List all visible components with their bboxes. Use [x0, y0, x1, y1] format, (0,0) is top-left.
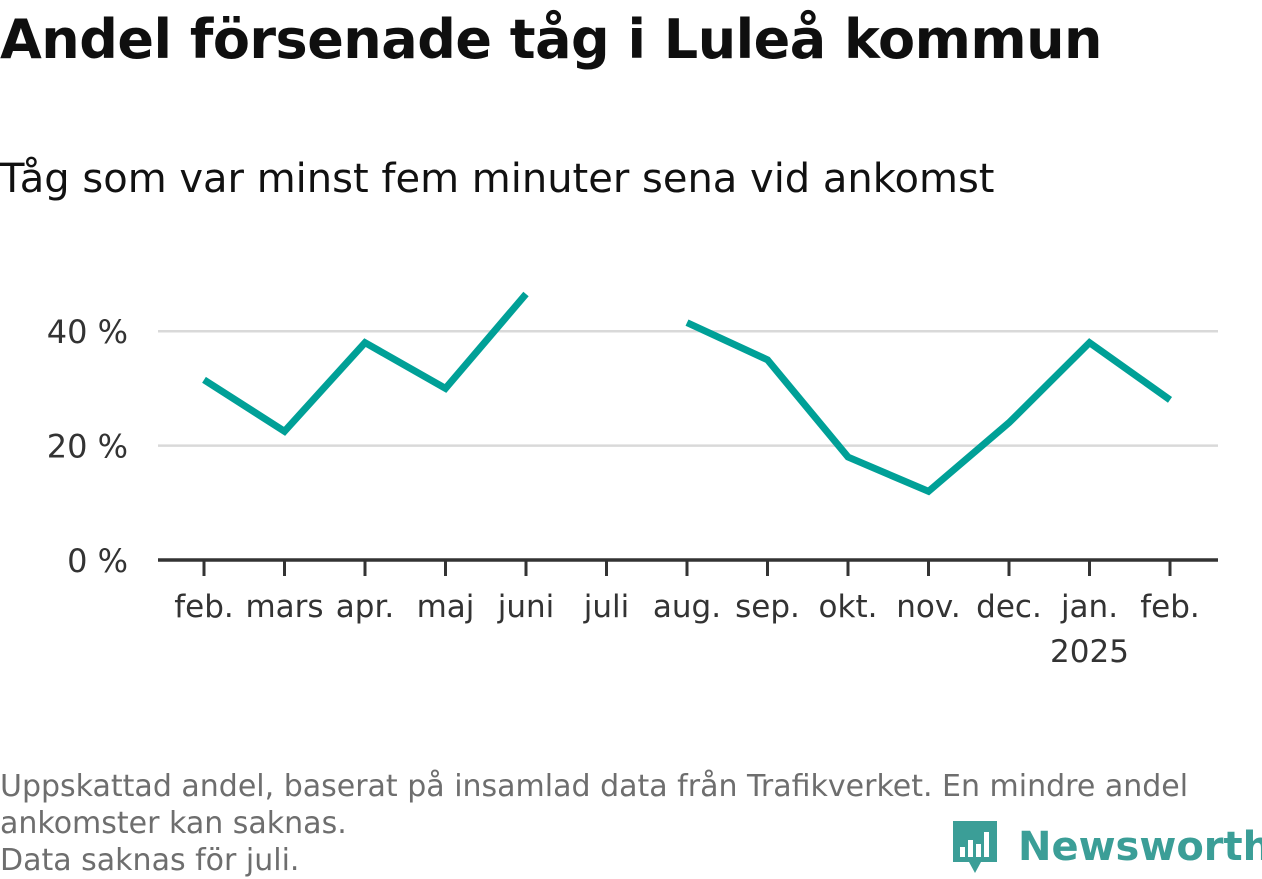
footnote-line-3: Data saknas för juli. [0, 843, 300, 878]
x-tick-label: aug. [653, 589, 721, 625]
y-tick-label: 20 % [47, 428, 128, 466]
x-tick-label: jan. [1060, 589, 1118, 625]
chart-title: Andel försenade tåg i Luleå kommun [0, 8, 1103, 71]
x-tick-label: juli [583, 589, 630, 625]
x-tick-label: feb. [1140, 589, 1200, 625]
chart-subtitle: Tåg som var minst fem minuter sena vid a… [0, 156, 995, 202]
y-tick-label: 40 % [47, 313, 128, 351]
footnote-line-1: Uppskattad andel, baserat på insamlad da… [0, 769, 1189, 804]
x-tick-label: okt. [819, 589, 878, 625]
brand-logo: Newsworthy [950, 818, 1262, 876]
y-tick-label: 0 % [67, 542, 128, 580]
footnote-line-2: ankomster kan saknas. [0, 806, 347, 841]
series-line [685, 319, 1173, 496]
x-tick-label: maj [417, 589, 475, 625]
x-tick-label: juni [497, 589, 555, 625]
x-tick-label: feb. [174, 589, 234, 625]
x-tick-label: nov. [896, 589, 960, 625]
footnote: Uppskattad andel, baserat på insamlad da… [0, 768, 1250, 879]
brand-name: Newsworthy [1018, 824, 1262, 870]
x-tick-sublabel: 2025 [1050, 634, 1129, 670]
x-tick-label: mars [245, 589, 323, 625]
line-chart: 0 % 20 % 40 % feb. mars apr. maj juni juli aug. se… [47, 291, 1218, 670]
newsworthy-logo-icon [953, 821, 997, 873]
x-tick-label: dec. [976, 589, 1042, 625]
x-tick-label: apr. [336, 589, 394, 625]
x-tick-label: sep. [735, 589, 800, 625]
series-line [202, 291, 529, 436]
